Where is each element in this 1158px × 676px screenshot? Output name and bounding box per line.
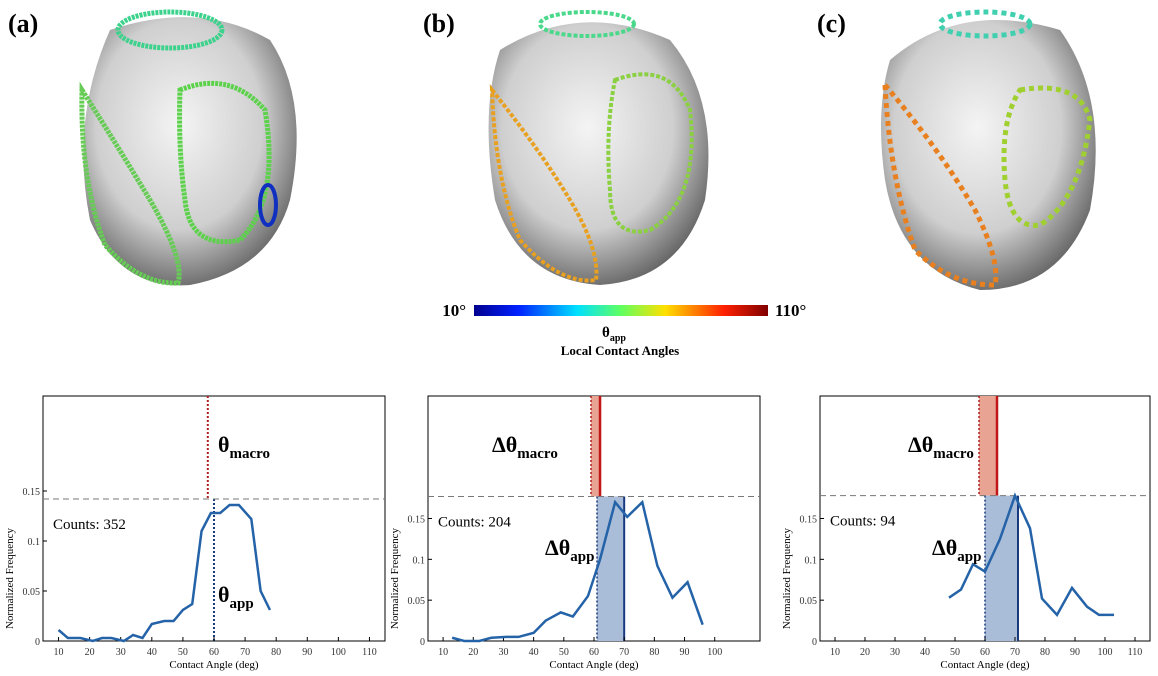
x-tick-label: 90 <box>680 647 690 658</box>
x-tick-label: 50 <box>950 647 960 658</box>
annotation-symbol: Δθ <box>908 432 933 457</box>
y-tick-label: 0.05 <box>800 596 818 607</box>
panel-label: (b) <box>423 9 455 38</box>
x-tick-label: 70 <box>1010 647 1020 658</box>
x-tick-label: 60 <box>209 647 219 658</box>
x-tick-label: 100 <box>1098 647 1113 658</box>
y-tick-label: 0.15 <box>800 515 818 526</box>
figure: (a) (b) (c) 10° 110° θapp Local Contact … <box>0 0 1158 676</box>
annotation: θmacro <box>218 432 270 462</box>
colorbar <box>474 305 768 316</box>
annotation-symbol: θ <box>218 582 229 607</box>
annotation-sub: app <box>957 549 981 565</box>
colorbar-title: Local Contact Angles <box>561 343 679 358</box>
x-tick-label: 100 <box>331 647 346 658</box>
x-tick-label: 10 <box>438 647 448 658</box>
x-tick-label: 40 <box>529 647 539 658</box>
counts-label: Counts: 204 <box>438 514 511 530</box>
y-tick-label: 0.1 <box>805 555 818 566</box>
y-axis-label: Normalized Frequency <box>4 527 16 629</box>
render-a <box>82 12 297 285</box>
annotation-sub: macro <box>229 446 270 462</box>
annotation: Δθmacro <box>908 432 974 462</box>
y-tick-label: 0 <box>812 637 817 648</box>
y-tick-label: 0.15 <box>408 515 426 526</box>
x-axis-label: Contact Angle (deg) <box>940 659 1030 671</box>
x-tick-label: 10 <box>54 647 64 658</box>
x-tick-label: 40 <box>147 647 157 658</box>
x-tick-label: 100 <box>707 647 722 658</box>
x-tick-label: 110 <box>362 647 377 658</box>
x-tick-label: 30 <box>890 647 900 658</box>
x-tick-label: 20 <box>468 647 478 658</box>
y-tick-label: 0 <box>420 637 425 648</box>
annotation-sub: macro <box>933 446 974 462</box>
annotation: θapp <box>218 582 254 612</box>
y-axis-label: Normalized Frequency <box>389 527 401 629</box>
annotation-sub: macro <box>517 446 558 462</box>
x-tick-label: 110 <box>1128 647 1143 658</box>
x-tick-label: 80 <box>271 647 281 658</box>
panel-label: (a) <box>8 9 38 38</box>
x-tick-label: 80 <box>1040 647 1050 658</box>
y-tick-label: 0 <box>35 637 40 648</box>
x-tick-label: 70 <box>619 647 629 658</box>
colorbar-min: 10° <box>442 301 466 320</box>
x-tick-label: 90 <box>302 647 312 658</box>
x-tick-label: 60 <box>980 647 990 658</box>
x-tick-label: 20 <box>85 647 95 658</box>
app-band <box>985 496 1018 641</box>
annotation: Δθmacro <box>492 432 558 462</box>
annotation-symbol: θ <box>218 432 229 457</box>
y-tick-label: 0.1 <box>413 555 426 566</box>
y-axis-label: Normalized Frequency <box>781 527 793 629</box>
x-tick-label: 90 <box>1070 647 1080 658</box>
annotation-sub: app <box>229 596 253 612</box>
render-c <box>881 12 1096 290</box>
y-tick-label: 0.05 <box>23 587 41 598</box>
y-tick-label: 0.05 <box>408 596 426 607</box>
annotation: Δθapp <box>932 535 981 565</box>
y-tick-label: 0.15 <box>23 487 41 498</box>
annotation: Δθapp <box>545 535 594 565</box>
panel-label: (c) <box>817 9 846 38</box>
x-tick-label: 70 <box>240 647 250 658</box>
annotation-symbol: Δθ <box>545 535 570 560</box>
x-tick-label: 10 <box>830 647 840 658</box>
y-tick-label: 0.1 <box>28 537 41 548</box>
x-tick-label: 50 <box>559 647 569 658</box>
x-tick-label: 30 <box>116 647 126 658</box>
colorbar-max: 110° <box>775 301 806 320</box>
x-tick-label: 50 <box>178 647 188 658</box>
x-tick-label: 80 <box>649 647 659 658</box>
x-tick-label: 40 <box>920 647 930 658</box>
annotation-symbol: Δθ <box>492 432 517 457</box>
colorbar-symbol: θapp <box>602 325 626 344</box>
annotation-symbol: Δθ <box>932 535 957 560</box>
counts-label: Counts: 352 <box>53 517 126 533</box>
x-tick-label: 20 <box>860 647 870 658</box>
macro-band <box>979 396 997 496</box>
annotation-sub: app <box>570 549 594 565</box>
x-axis-label: Contact Angle (deg) <box>549 659 639 671</box>
x-tick-label: 60 <box>589 647 599 658</box>
x-axis-label: Contact Angle (deg) <box>169 659 259 671</box>
macro-band <box>591 396 600 496</box>
counts-label: Counts: 94 <box>830 514 896 530</box>
render-b <box>489 12 709 285</box>
x-tick-label: 30 <box>498 647 508 658</box>
